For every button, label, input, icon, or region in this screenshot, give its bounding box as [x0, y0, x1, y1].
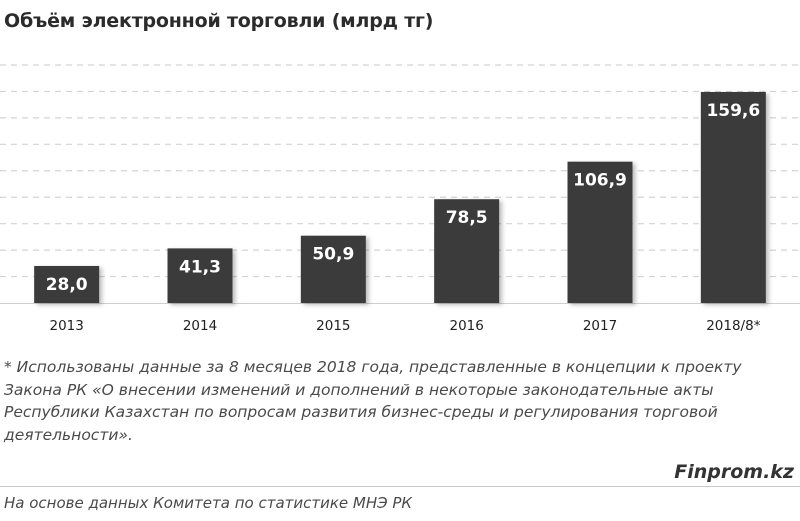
- x-tick-label: 2016: [449, 318, 483, 334]
- data-label: 41,3: [179, 257, 221, 277]
- bar-chart: 28,0 2013 41,3 2014 50,9 2015 78,5 2016 106,9 201…: [0, 64, 800, 334]
- data-label: 159,6: [706, 101, 760, 121]
- brand-logo-text: Finprom.kz: [674, 461, 794, 483]
- data-label: 28,0: [46, 275, 88, 295]
- bar: [700, 91, 766, 304]
- data-label: 50,9: [312, 245, 354, 265]
- chart-title: Объём электронной торговли (млрд тг): [4, 10, 434, 32]
- data-label: 78,5: [446, 208, 488, 228]
- x-tick-label: 2018/8*: [706, 318, 760, 334]
- x-tick-label: 2013: [49, 318, 83, 334]
- bar: [567, 161, 633, 303]
- divider: [0, 486, 800, 487]
- x-tick-label: 2014: [183, 318, 217, 334]
- bar: [167, 248, 233, 303]
- bar: [434, 199, 500, 303]
- source-note: На основе данных Комитета по статистике …: [4, 494, 413, 512]
- x-tick-label: 2015: [316, 318, 350, 334]
- bar: [34, 265, 100, 303]
- data-label: 106,9: [573, 171, 627, 191]
- bar: [300, 235, 366, 303]
- x-tick-label: 2017: [583, 318, 617, 334]
- footnote: * Использованы данные за 8 месяцев 2018 …: [4, 358, 742, 444]
